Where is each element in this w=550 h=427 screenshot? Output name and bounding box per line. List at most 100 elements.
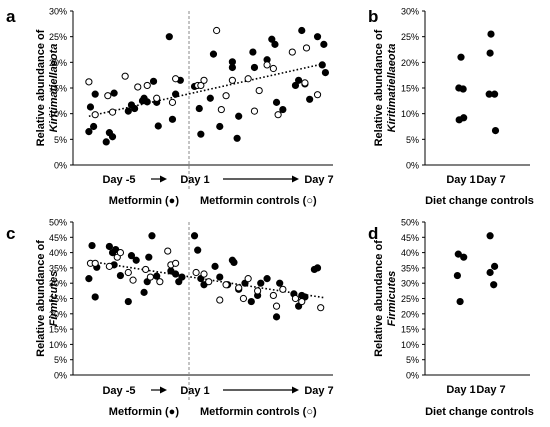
panel-a-metformin-point	[91, 90, 99, 98]
panel-c-metformin-point	[178, 273, 186, 281]
panel-d-ytick-label: 40%	[401, 248, 419, 258]
panel-c-control-point	[291, 294, 300, 303]
panel-a-control-point	[91, 111, 99, 119]
panel-c-metformin-point	[194, 246, 202, 254]
panel-d-diet-point	[460, 253, 468, 261]
panel-a-metformin-point	[131, 104, 139, 113]
panel-c-metformin-point	[91, 293, 99, 301]
panel-c-metformin-point	[148, 232, 156, 240]
panel-a-metformin-point	[102, 138, 110, 146]
panel-c-control-point	[235, 284, 243, 292]
panel-a-control-point	[302, 44, 311, 52]
panel-a-metformin-point	[295, 76, 303, 84]
panel-a-metformin-point	[172, 90, 180, 98]
panel-c-metformin-point	[276, 279, 284, 287]
panel-c-metformin-point	[247, 297, 255, 306]
panel-c-x-left-label: Day -5	[102, 385, 135, 397]
panel-a-control-point	[255, 86, 263, 95]
panel-a-metformin-point	[313, 33, 322, 41]
panel-a-metformin-point	[168, 115, 177, 123]
panel-c-metformin-point	[116, 271, 125, 280]
panel-d-ytick-label: 10%	[401, 340, 419, 350]
panel-d-ytick-label: 50%	[401, 218, 419, 228]
panel-a-metformin-point	[321, 69, 330, 77]
panel-a-control-point	[222, 92, 230, 100]
panel-d-ytick-label: 25%	[401, 294, 419, 304]
panel-c-metformin-point	[85, 275, 93, 283]
panel-c-control-point	[146, 273, 154, 281]
panel-b-ytick-label: 10%	[401, 109, 419, 119]
panel-a-metformin-point	[298, 26, 306, 35]
panel-c-control-point	[272, 302, 281, 310]
panel-c-metformin-point	[216, 273, 224, 281]
panel-d-category-label: Day 1	[446, 384, 475, 396]
panel-a-metformin-point	[320, 40, 328, 48]
panel-c-control-point	[317, 304, 325, 312]
panel-c-legend-controls: Metformin controls (○)	[200, 406, 317, 418]
panel-c-ytick-label: 0%	[54, 371, 67, 381]
panel-a-metformin-point	[268, 35, 276, 43]
panel-a-control-point	[263, 61, 271, 69]
panel-c-metformin-point	[172, 270, 180, 278]
panel-c-ylabel-taxon: Firmicutes	[48, 271, 60, 327]
panel-a-metformin-point	[149, 77, 158, 85]
panel-a-control-point	[217, 105, 225, 114]
panel-b-category-label: Day 7	[476, 174, 505, 186]
panel-c-metformin-point	[132, 256, 140, 264]
panel-c-metformin-point	[313, 264, 322, 272]
panel-c-control-point	[105, 262, 113, 270]
panel-a-timeline-arrowhead-right	[292, 175, 299, 183]
panel-letter-d: d	[368, 224, 378, 243]
panel-c-metformin-point	[230, 258, 238, 266]
panel-a-ytick-label: 15%	[49, 84, 67, 94]
panel-d-ylabel: Relative abundance of	[373, 240, 385, 357]
panel-a-control-point	[200, 76, 208, 84]
panel-a-ytick-label: 5%	[54, 135, 67, 145]
panel-a-control-point	[301, 79, 309, 87]
panel-d-xlabel: Diet change controls	[425, 406, 534, 418]
panel-d-diet-point	[490, 281, 498, 289]
panel-a-control-point	[228, 76, 236, 84]
panel-a-trendline	[88, 62, 326, 118]
panel-a-metformin-point	[85, 128, 93, 136]
panel-a-x-left-label: Day -5	[102, 174, 135, 186]
panel-a-metformin-point	[216, 122, 224, 131]
panel-d-ylabel-taxon: Firmicutes	[386, 271, 398, 327]
panel-c-ytick-label: 15%	[49, 325, 67, 335]
panel-a-ylabel-taxon: Kiritimatiellaeota	[48, 44, 60, 133]
panel-c-metformin-point	[190, 232, 199, 240]
panel-a-metformin-point	[250, 63, 259, 72]
panel-a-metformin-point	[318, 61, 326, 69]
panel-c-legend-metformin: Metformin (●)	[109, 406, 180, 418]
panel-b-diet-point	[459, 85, 467, 93]
panel-d-ytick-label: 0%	[406, 371, 419, 381]
panel-a-ytick-label: 10%	[49, 109, 67, 119]
panel-b-category-label: Day 1	[446, 174, 475, 186]
panel-d-diet-point	[456, 297, 464, 306]
panel-d-diet-point	[486, 268, 494, 277]
panel-c-ytick-label: 5%	[54, 355, 67, 365]
panel-a-metformin-point	[291, 81, 300, 90]
panel-c-control-point	[205, 278, 213, 286]
panel-a-control-point	[313, 91, 322, 99]
panel-c-control-point	[254, 287, 262, 295]
panel-a-control-point	[104, 92, 112, 100]
panel-c-ytick-label: 10%	[49, 340, 67, 350]
panel-a-x-right-label: Day 7	[304, 174, 333, 186]
panel-a-ytick-label: 30%	[49, 7, 67, 17]
panel-a-legend-metformin: Metformin (●)	[109, 195, 180, 207]
panel-b-ytick-label: 5%	[406, 135, 419, 145]
panel-a-control-point	[121, 72, 129, 80]
panel-a-metformin-point	[124, 107, 132, 115]
panel-a-control-point	[197, 81, 205, 90]
panel-b-diet-point	[491, 90, 499, 98]
panel-c-control-point	[124, 268, 132, 277]
panel-a-control-point	[143, 81, 151, 90]
panel-a-control-point	[168, 98, 177, 106]
panel-a-control-point	[250, 107, 259, 115]
panel-d-ytick-label: 20%	[401, 309, 419, 319]
panel-c-ytick-label: 35%	[49, 263, 67, 273]
panel-b-diet-point	[487, 30, 495, 38]
panel-c-control-point	[142, 265, 150, 274]
panel-c-metformin-point	[272, 313, 281, 321]
